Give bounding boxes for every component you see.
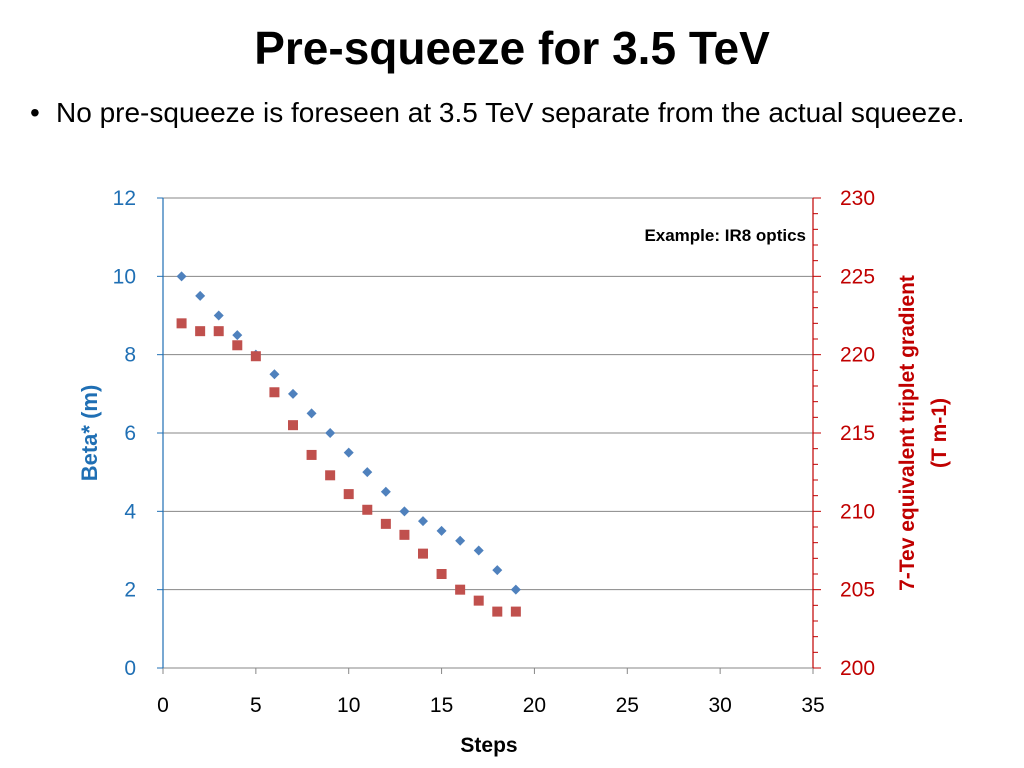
beta-point [306,408,317,419]
beta-point [269,369,280,380]
beta-point [492,565,503,576]
beta-point [473,545,484,556]
data-points [176,271,521,617]
bullet-point: • No pre-squeeze is foreseen at 3.5 TeV … [30,92,990,134]
chart-annotation: Example: IR8 optics [644,226,806,245]
beta-point [195,290,206,301]
x-tick-label: 30 [708,694,731,717]
x-axis-label: Steps [460,734,517,757]
x-tick-label: 35 [801,694,824,717]
gradient-point [213,326,224,337]
gradient-point [380,518,391,529]
beta-point [288,388,298,399]
gradient-point [176,318,187,329]
left-y-tick-label: 8 [124,344,136,367]
right-y-tick-label: 230 [840,187,875,210]
x-tick-label: 20 [523,694,546,717]
beta-point [213,310,224,321]
gradient-point [510,606,521,617]
left-y-tick-label: 2 [124,579,136,602]
gradient-point [362,504,373,515]
gradient-point [269,387,280,398]
gradient-point [343,489,354,500]
right-y-axis-label-line1: 7-Tev equivalent triplet gradient [896,275,919,591]
right-y-tick-label: 225 [840,265,875,288]
gradient-point [306,449,317,460]
beta-point [380,486,391,497]
beta-point [176,271,187,282]
left-y-axis-label: Beta* (m) [77,385,102,482]
left-y-tick-label: 12 [113,187,136,210]
x-tick-label: 0 [157,694,169,717]
left-y-axis-ticks: 0 2 4 6 8 10 12 [113,187,163,680]
right-y-tick-label: 200 [840,657,875,680]
beta-point [399,506,410,517]
gradient-point [288,420,298,431]
x-tick-label: 5 [250,694,262,717]
beta-point [436,525,447,536]
left-y-tick-label: 4 [124,500,136,523]
left-y-tick-label: 6 [124,422,136,445]
slide-title: Pre-squeeze for 3.5 TeV [254,22,770,74]
beta-point [325,428,336,438]
left-y-tick-label: 10 [113,265,136,288]
bullet-text: No pre-squeeze is foreseen at 3.5 TeV se… [56,97,965,128]
right-y-tick-label: 205 [840,579,875,602]
beta-point [455,535,466,546]
left-y-tick-label: 0 [124,657,136,680]
x-tick-label: 15 [430,694,453,717]
beta-point [232,330,243,341]
x-tick-label: 10 [337,694,360,717]
gradient-point [436,569,447,579]
beta-point [418,516,428,527]
gradient-point [325,470,336,481]
gradient-point [250,351,261,362]
beta-point [343,447,354,458]
gradient-point [418,548,428,559]
right-y-axis-ticks: 200 205 210 215 220 225 230 [813,187,875,680]
right-y-tick-label: 215 [840,422,875,445]
x-axis-ticks: 0 5 10 15 20 25 30 35 [157,668,825,717]
beta-point [510,584,521,595]
gridlines [163,197,813,591]
gradient-point [399,529,410,540]
gradient-point [232,340,243,351]
gradient-point [455,584,466,595]
gradient-point [195,326,206,337]
gradient-point [473,595,484,606]
right-y-tick-label: 210 [840,500,875,523]
gradient-point [492,606,503,617]
beta-point [362,467,373,478]
right-y-tick-label: 220 [840,344,875,367]
x-tick-label: 25 [616,694,639,717]
right-y-axis-label-line2: (T m-1) [928,398,951,468]
bullet-symbol: • [30,97,40,128]
